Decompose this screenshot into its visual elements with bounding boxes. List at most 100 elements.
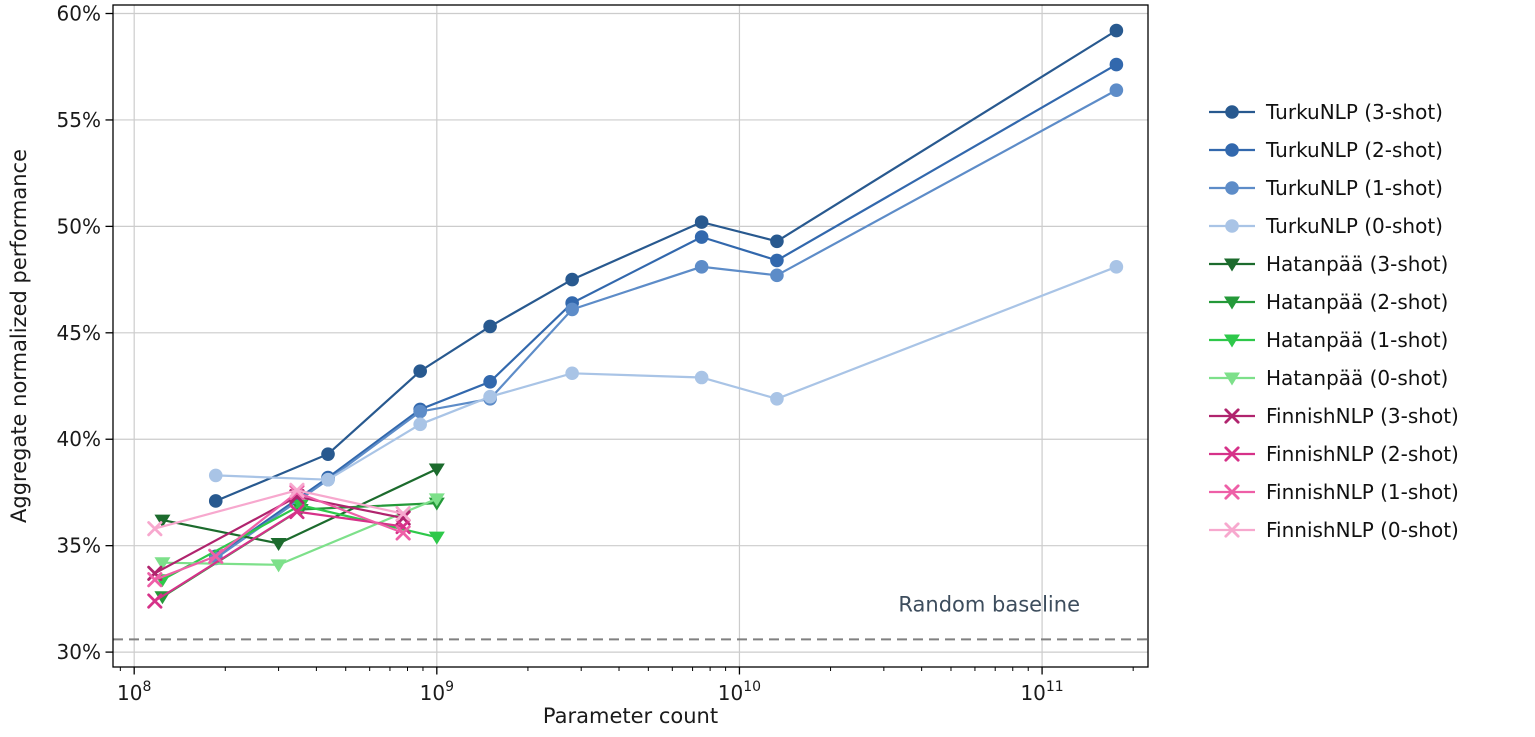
x-legend-icon xyxy=(1209,408,1255,424)
legend-label: FinnishNLP (1-shot) xyxy=(1266,480,1459,504)
legend-label: FinnishNLP (3-shot) xyxy=(1266,404,1459,428)
circle-marker xyxy=(770,253,784,268)
legend-item-hatanp-1-shot-: Hatanpää (1-shot) xyxy=(1208,321,1459,359)
legend-label: TurkuNLP (2-shot) xyxy=(1266,138,1443,162)
circle-marker xyxy=(770,234,784,249)
circle-legend-icon xyxy=(1209,105,1255,119)
series-hatanp-0-shot- xyxy=(154,493,445,573)
series-line xyxy=(215,265,1117,481)
circle-marker xyxy=(483,374,497,389)
circle-marker xyxy=(1109,23,1124,38)
legend-item-finnishnlp-1-shot-: FinnishNLP (1-shot) xyxy=(1208,473,1459,511)
circle-marker xyxy=(694,370,709,385)
y-axis-label: Aggregate normalized performance xyxy=(7,149,31,523)
circle-marker xyxy=(1109,260,1124,274)
circle-legend-icon xyxy=(1209,143,1255,157)
circle-marker xyxy=(770,268,784,283)
y-tick-label: 60% xyxy=(57,2,101,26)
legend: TurkuNLP (3-shot) TurkuNLP (2-shot) TurkuN… xyxy=(1208,93,1459,549)
triangle-down-legend-icon xyxy=(1209,258,1255,272)
circle-marker xyxy=(1225,105,1239,119)
triangle-down-marker xyxy=(270,538,287,552)
legend-item-turkunlp-3-shot-: TurkuNLP (3-shot) xyxy=(1208,93,1459,131)
y-tick-label: 45% xyxy=(57,321,101,345)
x-marker xyxy=(395,506,411,522)
x-marker xyxy=(289,484,305,501)
legend-label: Hatanpää (3-shot) xyxy=(1266,252,1449,276)
triangle-down-legend-icon xyxy=(1209,296,1255,310)
legend-label: TurkuNLP (1-shot) xyxy=(1266,176,1443,200)
x-marker xyxy=(1224,408,1240,424)
series-finnishnlp-0-shot- xyxy=(147,482,411,537)
circle-marker xyxy=(694,215,709,229)
circle-marker xyxy=(1225,219,1239,233)
legend-item-finnishnlp-3-shot-: FinnishNLP (3-shot) xyxy=(1208,397,1459,435)
circle-legend-icon xyxy=(1209,219,1255,233)
baseline-label: Random baseline xyxy=(898,592,1080,616)
series-finnishnlp-1-shot- xyxy=(147,484,411,588)
legend-label: Hatanpää (0-shot) xyxy=(1266,366,1449,390)
x-marker xyxy=(208,548,224,564)
circle-marker xyxy=(565,366,579,381)
circle-marker xyxy=(413,417,427,432)
legend-label: TurkuNLP (0-shot) xyxy=(1266,214,1443,238)
triangle-down-marker xyxy=(1224,296,1240,310)
circle-marker xyxy=(208,468,223,483)
legend-label: Hatanpää (2-shot) xyxy=(1266,290,1449,314)
circle-marker xyxy=(1225,143,1239,157)
legend-item-turkunlp-1-shot-: TurkuNLP (1-shot) xyxy=(1208,169,1459,207)
plot-border xyxy=(112,4,1149,668)
legend-item-hatanp-3-shot-: Hatanpää (3-shot) xyxy=(1208,245,1459,283)
triangle-down-marker xyxy=(1224,334,1240,348)
circle-marker xyxy=(565,272,579,287)
x-marker xyxy=(147,593,163,609)
x-marker xyxy=(289,482,305,498)
series-line xyxy=(215,29,1117,503)
legend-item-hatanp-0-shot-: Hatanpää (0-shot) xyxy=(1208,359,1459,397)
triangle-down-marker xyxy=(1224,372,1240,386)
triangle-down-marker xyxy=(428,493,445,507)
series-turkunlp-0-shot- xyxy=(208,260,1124,487)
legend-item-turkunlp-2-shot-: TurkuNLP (2-shot) xyxy=(1208,131,1459,169)
series-turkunlp-3-shot- xyxy=(208,23,1124,508)
y-tick-label: 40% xyxy=(57,427,101,451)
circle-marker xyxy=(694,260,709,274)
circle-marker xyxy=(413,404,427,419)
legend-item-turkunlp-0-shot-: TurkuNLP (0-shot) xyxy=(1208,207,1459,245)
legend-label: Hatanpää (1-shot) xyxy=(1266,328,1449,352)
legend-label: TurkuNLP (3-shot) xyxy=(1266,100,1443,124)
y-tick-label: 35% xyxy=(57,534,101,558)
x-marker xyxy=(147,521,163,537)
legend-item-finnishnlp-2-shot-: FinnishNLP (2-shot) xyxy=(1208,435,1459,473)
circle-marker xyxy=(1109,57,1124,72)
circle-marker xyxy=(483,319,497,334)
circle-legend-icon xyxy=(1209,181,1255,195)
y-tick-label: 55% xyxy=(57,108,101,132)
gridlines xyxy=(113,5,1148,667)
legend-label: FinnishNLP (2-shot) xyxy=(1266,442,1459,466)
x-marker xyxy=(147,572,163,588)
x-marker xyxy=(1224,484,1240,500)
x-marker xyxy=(289,504,305,520)
triangle-down-marker xyxy=(428,531,445,545)
circle-marker xyxy=(413,364,427,378)
x-marker xyxy=(395,525,411,541)
x-legend-icon xyxy=(1209,484,1255,500)
triangle-down-marker xyxy=(428,463,445,477)
circle-marker xyxy=(694,230,709,244)
circle-marker xyxy=(565,302,579,317)
circle-marker xyxy=(483,389,497,404)
x-marker xyxy=(1224,522,1240,538)
circle-marker xyxy=(208,494,223,508)
series-line xyxy=(154,491,404,581)
triangle-down-marker xyxy=(154,557,171,571)
circle-marker xyxy=(321,447,335,461)
series-line xyxy=(215,89,1117,560)
x-axis-label: Parameter count xyxy=(543,704,718,728)
series-hatanp-3-shot- xyxy=(154,463,445,552)
y-tick-label: 50% xyxy=(57,214,101,238)
circle-marker xyxy=(321,472,335,487)
series-line xyxy=(215,63,1117,558)
